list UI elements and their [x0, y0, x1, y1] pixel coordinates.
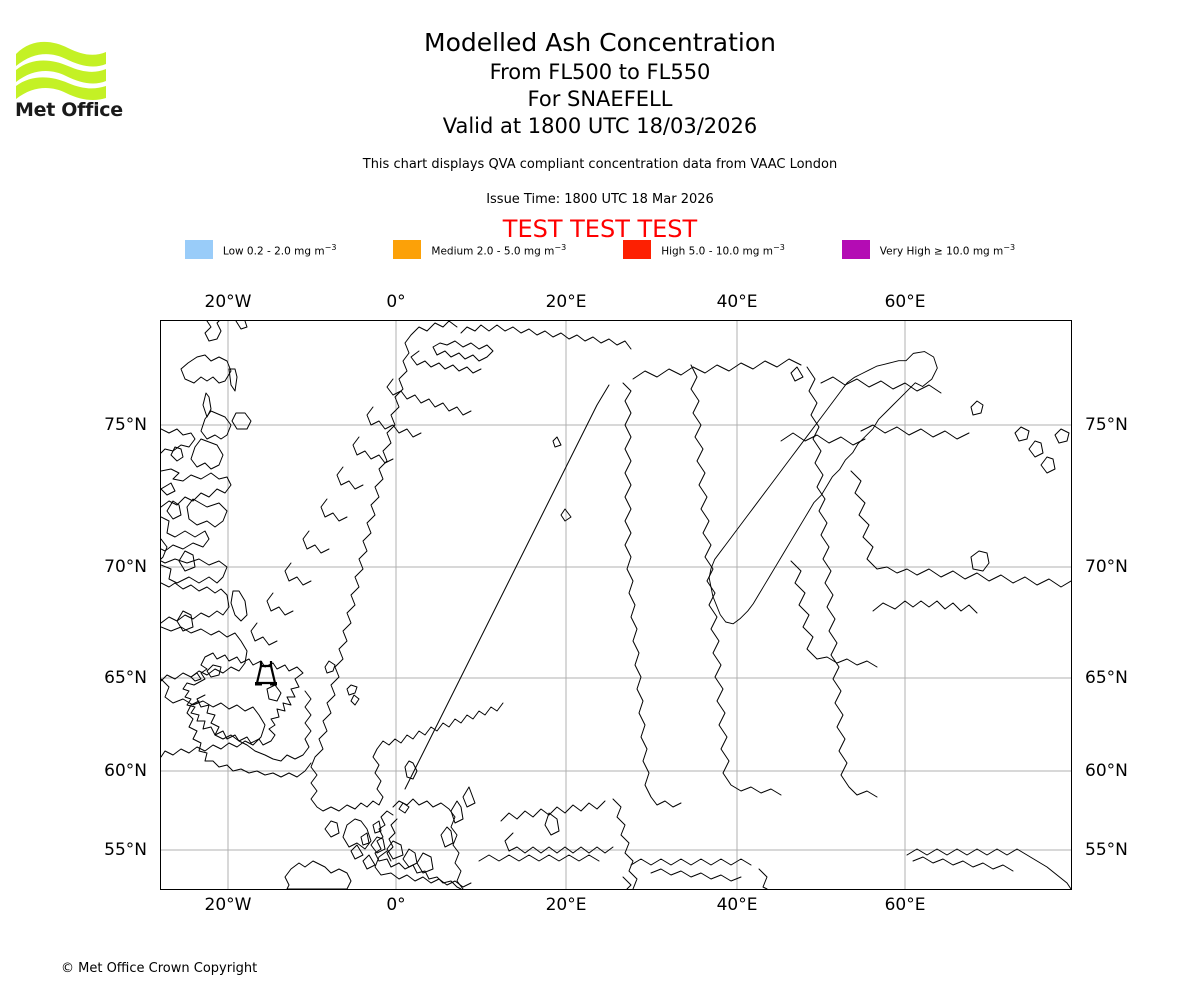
snaefell-volcano-marker [255, 661, 277, 686]
lon-tick-top-0: 0° [386, 292, 406, 312]
lon-tick-top-20w: 20°W [204, 292, 252, 312]
lat-tick-right-60n: 60°N [1085, 761, 1128, 781]
issue-time: Issue Time: 1800 UTC 18 Mar 2026 [486, 192, 714, 207]
legend-swatch-low [184, 240, 213, 259]
lat-tick-right-65n: 65°N [1085, 668, 1128, 688]
flight-level-range: From FL500 to FL550 [489, 60, 711, 84]
lat-tick-right-75n: 75°N [1085, 415, 1128, 435]
lon-tick-top-20e: 20°E [545, 292, 587, 312]
lat-tick-left-65n: 65°N [104, 668, 147, 688]
test-banner: TEST TEST TEST [502, 215, 698, 243]
met-office-logo: Met Office [14, 28, 124, 118]
chart-title-block: Modelled Ash Concentration From FL500 to… [0, 27, 1200, 140]
lon-tick-top-60e: 60°E [884, 292, 926, 312]
legend-item-very-high: Very High ≥ 10.0 mg m−3 [841, 240, 1016, 259]
legend-label-low: Low 0.2 - 2.0 mg m−3 [222, 242, 337, 258]
legend-label-high: High 5.0 - 10.0 mg m−3 [661, 242, 785, 258]
logo-waves [16, 41, 106, 101]
lat-tick-left-75n: 75°N [104, 415, 147, 435]
lat-tick-left-70n: 70°N [104, 557, 147, 577]
lon-tick-bottom-20e: 20°E [545, 895, 587, 915]
concentration-legend: Low 0.2 - 2.0 mg m−3 Medium 2.0 - 5.0 mg… [0, 240, 1200, 259]
lon-tick-top-40e: 40°E [716, 292, 758, 312]
lat-tick-right-70n: 70°N [1085, 557, 1128, 577]
lon-tick-bottom-20w: 20°W [204, 895, 252, 915]
page-title: Modelled Ash Concentration [424, 28, 776, 57]
map-coastlines [161, 321, 1071, 889]
legend-item-low: Low 0.2 - 2.0 mg m−3 [184, 240, 337, 259]
ash-concentration-map[interactable] [160, 320, 1072, 890]
legend-swatch-very-high [841, 240, 870, 259]
lat-tick-right-55n: 55°N [1085, 840, 1128, 860]
legend-label-very-high: Very High ≥ 10.0 mg m−3 [879, 242, 1016, 258]
logo-text: Met Office [15, 99, 123, 118]
lat-tick-left-60n: 60°N [104, 761, 147, 781]
lat-tick-left-55n: 55°N [104, 840, 147, 860]
volcano-name: For SNAEFELL [527, 87, 673, 111]
legend-item-high: High 5.0 - 10.0 mg m−3 [623, 240, 785, 259]
lon-tick-bottom-60e: 60°E [884, 895, 926, 915]
map-gridlines [161, 321, 1071, 889]
chart-caption: This chart displays QVA compliant concen… [362, 157, 838, 172]
legend-item-medium: Medium 2.0 - 5.0 mg m−3 [393, 240, 566, 259]
lon-tick-bottom-40e: 40°E [716, 895, 758, 915]
legend-swatch-high [623, 240, 652, 259]
lon-tick-bottom-0: 0° [386, 895, 406, 915]
legend-swatch-medium [393, 240, 422, 259]
legend-label-medium: Medium 2.0 - 5.0 mg m−3 [431, 242, 567, 258]
valid-time: Valid at 1800 UTC 18/03/2026 [442, 114, 758, 138]
copyright-notice: © Met Office Crown Copyright [61, 961, 258, 976]
